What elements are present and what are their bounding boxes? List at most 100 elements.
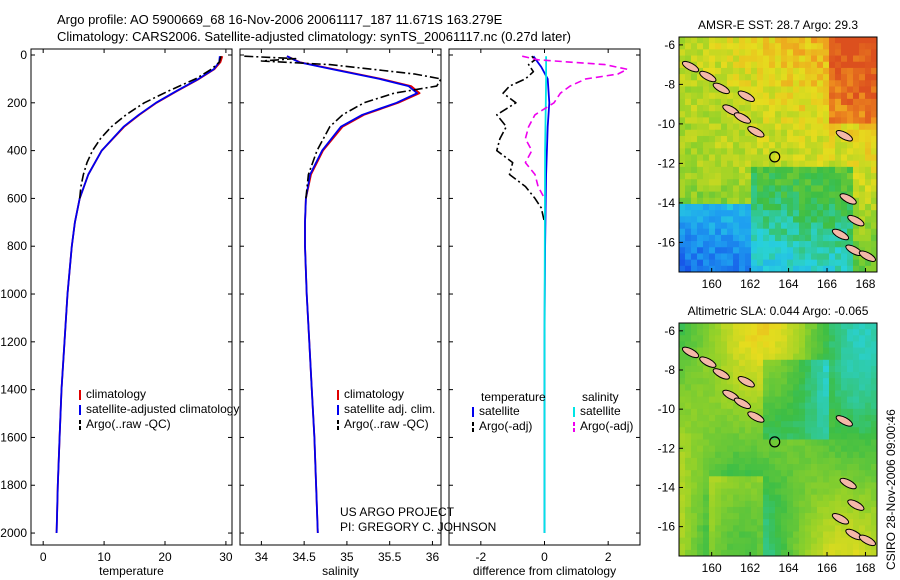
sla-map-cell [835,500,842,508]
sla-map-cell [703,384,710,391]
sla-map-cell [691,476,698,483]
sst-map-cell [745,67,752,75]
sla-map-cell [817,537,824,545]
sst-map-cell [853,210,860,217]
sst-map-cell [727,80,734,87]
sla-map-cell [733,506,740,514]
sst-map-island [858,250,877,262]
sst-map-cell [757,80,764,87]
sst-map-cell [817,148,824,155]
sla-map-cell [823,445,830,453]
sst-map-cell [697,49,704,56]
sla-map-cell [763,390,770,397]
sst-map-cell [703,203,710,211]
sla-map-cell [721,414,728,422]
sst-map-cell [763,55,770,63]
sst-map-cell [697,222,704,230]
sst-map-cell [817,154,824,162]
sst-map-cell [727,86,734,94]
sla-map-cell [853,390,860,397]
sla-map-cell [775,464,782,471]
sla-map-cell [685,537,692,545]
sla-map-cell [829,402,836,410]
sst-map-cell [715,234,722,242]
sst-map-cell [787,148,794,155]
sla-map-cell [805,421,812,428]
sst-map-cell [865,148,872,155]
sst-map-cell [847,98,854,106]
sla-map-cell [775,525,782,532]
sst-map-cell [679,123,686,131]
sst-map-cell [685,80,692,87]
sst-map-cell [733,197,740,205]
sla-map-cell [799,445,806,453]
sla-map-cell [805,482,812,489]
sst-map-cell [823,234,830,242]
sst-map-cell [709,61,716,69]
sla-map-cell [739,488,746,496]
sst-map-cell [745,265,752,273]
sla-map-cell [697,445,704,453]
sla-map-cell [709,482,716,489]
sst-map-cell [793,259,800,267]
sst-map-cell [715,135,722,143]
sla-map-cell [727,341,734,348]
sla-map-cell [871,457,878,465]
sst-map-cell [823,185,830,192]
sla-map-cell [751,365,758,373]
sst-map-cell [811,111,818,118]
difference-series-temperature-satellite [532,55,551,533]
sla-map-cell [775,341,782,348]
sla-map-cell [697,329,704,336]
sst-map-cell [871,74,878,81]
sst-map-cell [865,61,872,69]
sst-map-cell [841,74,848,81]
sla-map-cell [865,384,872,391]
sst-map-cell [847,80,854,87]
sla-map-cell [829,531,836,538]
sst-map-cell [715,148,722,155]
sst-map-cell [739,228,746,236]
sla-map-cell [769,365,776,373]
sla-map-island [839,477,857,490]
sla-map-cell [685,445,692,453]
sla-map-cell [799,347,806,355]
sst-map-cell [703,222,710,230]
sla-map-cell [739,384,746,391]
sla-map-cell [871,531,878,538]
sst-map-cell [811,234,818,242]
sla-map-cell [685,359,692,367]
sla-map-cell [679,390,686,397]
sst-map-cell [859,203,866,211]
sst-map-cell [871,98,878,106]
sla-map-cell [757,378,764,385]
sla-map-cell [775,396,782,404]
sst-map-cell [697,43,704,50]
sst-map-cell [781,117,788,124]
sst-map-cell [871,191,878,199]
sla-map-cell [853,347,860,355]
sst-map-cell [841,105,848,112]
sst-map-cell [829,67,836,75]
sla-map-cell [841,427,848,434]
sla-map-cell [775,488,782,496]
sla-map-cell [769,519,776,526]
sst-map-cell [733,105,740,112]
sst-map-cell [781,222,788,230]
sst-map-cell [787,154,794,162]
sla-map-cell [853,323,860,330]
sla-map-cell [709,519,716,526]
sst-map-cell [817,166,824,174]
sst-map-cell [817,179,824,186]
sla-map-cell [691,457,698,465]
sst-map-cell [835,92,842,100]
sla-map-cell [739,433,746,440]
sla-map-ytick-label: -16 [658,520,676,534]
sla-map-cell [685,464,692,471]
sst-map-cell [787,203,794,211]
sla-map-cell [859,378,866,385]
sst-map-cell [817,160,824,168]
sla-map-cell [775,457,782,465]
sst-map-cell [685,191,692,199]
sla-map-cell [769,329,776,336]
